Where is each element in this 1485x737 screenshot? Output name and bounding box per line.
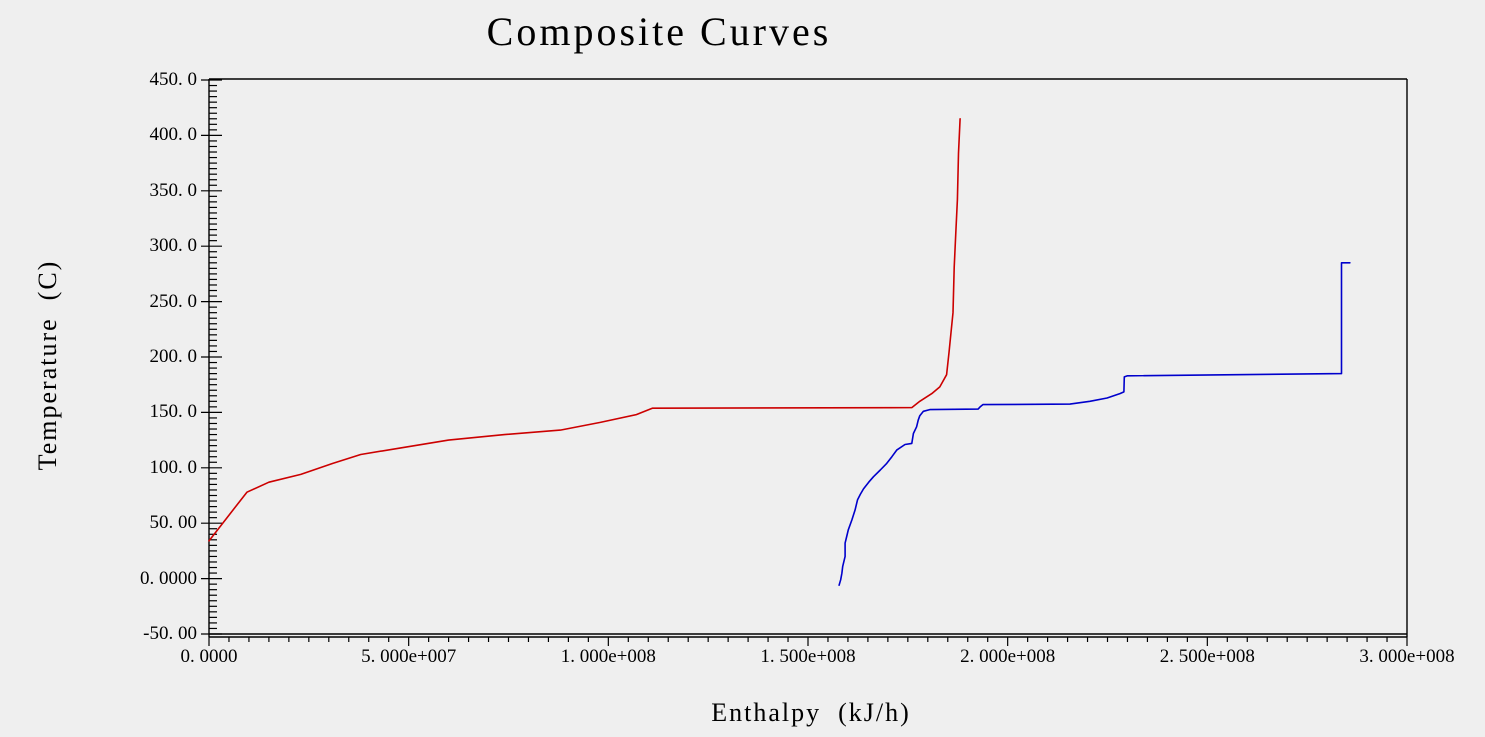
x-tick-label: 5. 000e+007 xyxy=(361,646,457,667)
y-tick-label: -50. 00 xyxy=(143,623,197,644)
y-tick-label: 200. 0 xyxy=(149,346,198,367)
red-curve xyxy=(208,118,961,542)
x-tick-label: 3. 000e+008 xyxy=(1359,646,1455,667)
y-tick-label: 0. 0000 xyxy=(140,567,197,589)
y-tick-label: 450. 0 xyxy=(149,69,198,90)
y-tick-label: 350. 0 xyxy=(149,179,198,201)
chart-title: Composite Curves xyxy=(486,9,832,54)
y-tick-label: 400. 0 xyxy=(149,124,198,146)
x-tick-label: 1. 500e+008 xyxy=(760,646,856,667)
y-tick-label: 150. 0 xyxy=(149,401,198,423)
x-axis-title: Enthalpy (kJ/h) xyxy=(711,698,911,727)
x-tick-label: 2. 500e+008 xyxy=(1159,646,1255,667)
y-tick-label: 300. 0 xyxy=(149,235,198,257)
blue-curve xyxy=(838,261,1351,587)
x-tick-label: 2. 000e+008 xyxy=(960,646,1056,667)
y-tick-label: 50. 00 xyxy=(149,512,198,534)
y-tick-label: 100. 0 xyxy=(149,456,198,478)
x-tick-label: 0. 0000 xyxy=(180,646,238,667)
x-tick-label: 1. 000e+008 xyxy=(560,646,656,667)
y-tick-label: 250. 0 xyxy=(149,290,198,312)
